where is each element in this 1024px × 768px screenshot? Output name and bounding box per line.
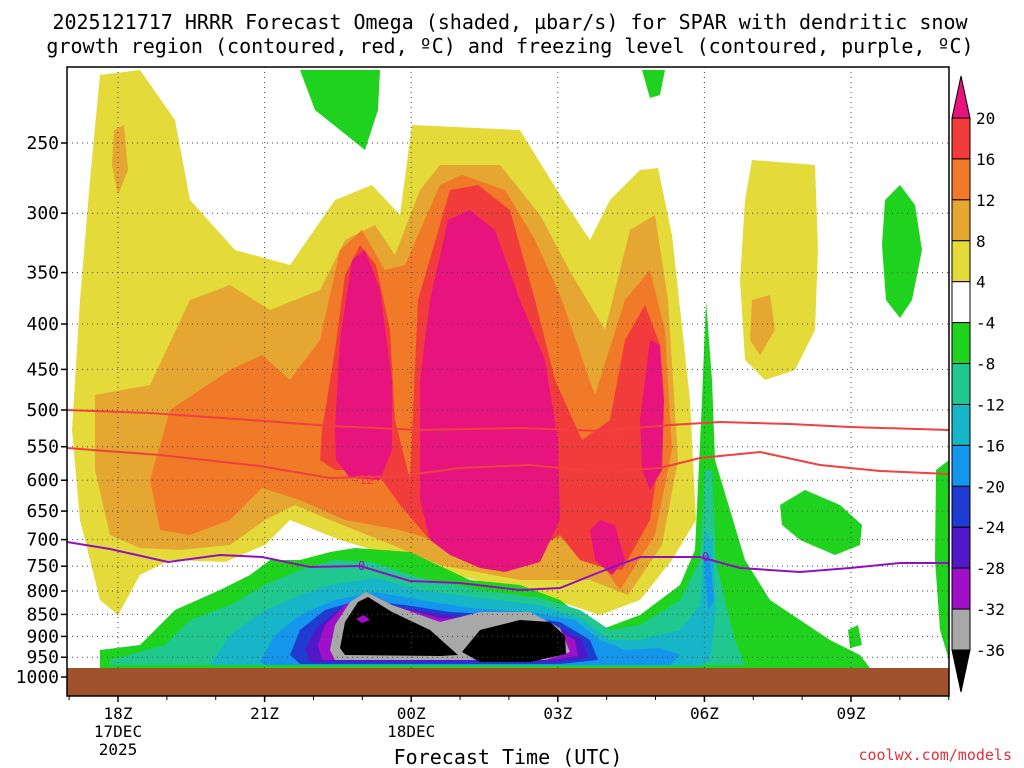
contour-lines: -18 -12 0 0 (67, 409, 949, 592)
y-tick-label: 750 (26, 556, 59, 577)
colorbar-segment (951, 485, 971, 528)
omega-region-neg4-d (780, 490, 862, 555)
colorbar-label: 8 (976, 232, 986, 251)
x-tick-label: 03Z (543, 704, 572, 723)
y-tick-label: 1000 (16, 667, 59, 688)
colorbar-label: -24 (976, 518, 1005, 537)
colorbar-segment (951, 240, 971, 283)
y-tick-label: 600 (26, 470, 59, 491)
colorbar-segment (951, 117, 971, 160)
x-axis-title: Forecast Time (UTC) (394, 745, 623, 768)
omega-region-neg4-a (300, 70, 380, 150)
colorbar-label: 20 (976, 109, 995, 128)
omega-region-neg4-b (642, 70, 665, 98)
y-tick-label: 250 (26, 133, 59, 154)
x-tick-label: 09Z (837, 704, 866, 723)
colorbar-label: 12 (976, 191, 995, 210)
omega-shaded-field (72, 70, 949, 668)
colorbar-label: 4 (976, 273, 986, 292)
omega-region-20-b (420, 210, 560, 572)
y-tick-label: 450 (26, 359, 59, 380)
credit-text: coolwx.com/models (858, 746, 1012, 764)
contour-minus12 (67, 447, 949, 480)
colorbar-segment (951, 403, 971, 446)
colorbar-segment (951, 158, 971, 201)
omega-region-neg4-e (935, 460, 949, 660)
y-tick-label: 900 (26, 626, 59, 647)
chart-title-line1: 2025121717 HRRR Forecast Omega (shaded, … (52, 10, 968, 34)
grid-lines (67, 67, 949, 668)
chart-title-line2: growth region (contoured, red, ºC) and f… (46, 34, 973, 58)
x-tick-label: 18Z (104, 704, 133, 723)
omega-region-neg16-b (704, 555, 714, 610)
colorbar-label: 16 (976, 150, 995, 169)
y-tick-label: 400 (26, 314, 59, 335)
colorbar-top-arrow (951, 75, 971, 119)
colorbar-label: -16 (976, 436, 1005, 455)
colorbar-segment (951, 608, 971, 651)
colorbar-segment (951, 363, 971, 405)
ground-surface (67, 668, 949, 696)
contour-label-minus18: -18 (602, 424, 624, 438)
colorbar-label: -8 (976, 355, 995, 374)
omega-region-neg4-f (848, 625, 862, 648)
colorbar-label: -20 (976, 477, 1005, 496)
y-tick-label: 500 (26, 400, 59, 421)
x-tick-year-label: 2025 (99, 740, 138, 759)
y-tick-label: 650 (26, 501, 59, 522)
colorbar-label: -12 (976, 395, 1005, 414)
colorbar: 20 16 12 8 4 -4 -8 -12 -16 -20 -24 -28 -32 -36 (951, 75, 1005, 693)
omega-region-4-b (740, 160, 818, 380)
contour-label-freezing-a: 0 (358, 559, 365, 573)
omega-region-neg28-dot (356, 615, 370, 623)
y-tick-label: 300 (26, 203, 59, 224)
omega-region-8-c (112, 125, 128, 195)
omega-region-neg36 (340, 597, 458, 656)
x-tick-day-label: 18DEC (387, 722, 435, 741)
colorbar-label: -36 (976, 641, 1005, 660)
contour-minus18 (67, 409, 949, 433)
colorbar-label: -28 (976, 559, 1005, 578)
omega-region-20-c (590, 520, 625, 575)
y-axis: 2503003504004505005506006507007508008509… (16, 133, 67, 688)
omega-region-neg36-b (462, 620, 566, 662)
plot-frame (66, 66, 950, 697)
omega-region-8-b (750, 295, 775, 355)
omega-region-20-a (335, 250, 392, 480)
colorbar-segment (951, 322, 971, 365)
y-tick-label: 850 (26, 604, 59, 625)
colorbar-segment (951, 444, 971, 487)
x-tick-label: 21Z (250, 704, 279, 723)
contour-freezing (67, 541, 949, 592)
x-tick-label: 00Z (397, 704, 426, 723)
colorbar-segment (951, 526, 971, 569)
omega-region-20-d (640, 340, 664, 490)
colorbar-label: -4 (976, 314, 995, 333)
colorbar-segment (951, 281, 971, 324)
colorbar-segment (951, 199, 971, 242)
contour-label-minus12: -12 (352, 473, 374, 487)
x-tick-label: 06Z (690, 704, 719, 723)
y-tick-label: 350 (26, 263, 59, 284)
y-tick-label: 550 (26, 437, 59, 458)
y-tick-label: 800 (26, 581, 59, 602)
omega-region-neg4-c (882, 185, 922, 318)
y-tick-label: 700 (26, 530, 59, 551)
colorbar-segment (951, 567, 971, 610)
contour-label-freezing-b: 0 (702, 550, 709, 564)
x-tick-day-label: 17DEC (94, 722, 142, 741)
y-tick-label: 950 (26, 647, 59, 668)
colorbar-bottom-arrow (951, 649, 971, 693)
colorbar-label: -32 (976, 600, 1005, 619)
